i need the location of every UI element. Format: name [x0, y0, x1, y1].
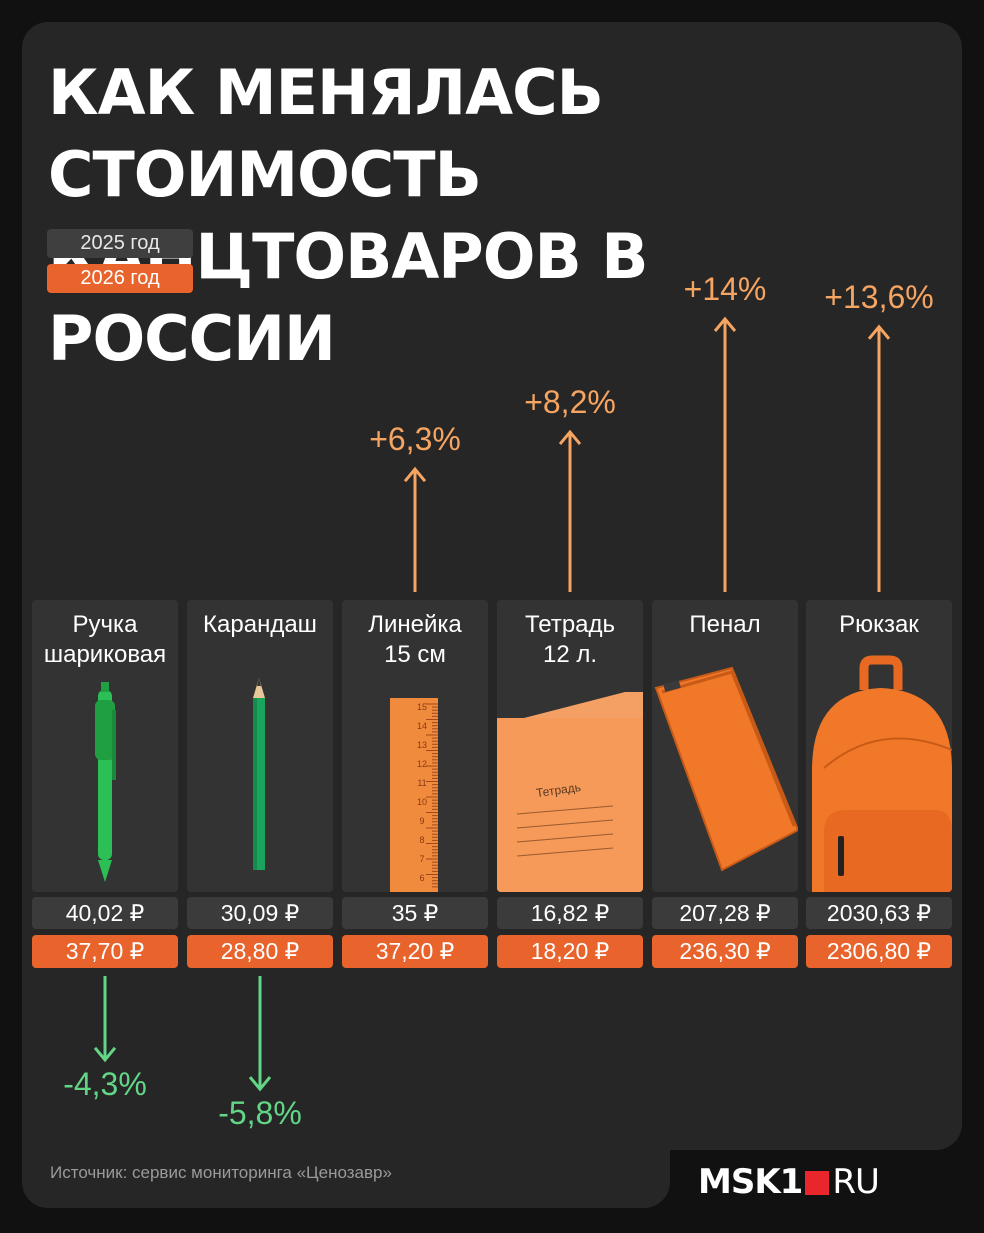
category-label: Тетрадь 12 л. — [524, 611, 616, 668]
price-2025: 2030,63 ₽ — [806, 897, 952, 929]
item-panel — [32, 600, 178, 892]
arrow-up-icon — [558, 429, 582, 446]
item-panel — [187, 600, 333, 892]
green-pen-icon — [95, 682, 116, 882]
ruler-mark: 13 — [417, 740, 427, 750]
item-panel: Тетрадь — [497, 600, 643, 892]
price-2025: 40,02 ₽ — [32, 897, 178, 929]
ruler-mark: 7 — [419, 854, 424, 864]
orange-backpack-icon — [812, 655, 952, 892]
infographic-card — [22, 22, 962, 1150]
category-label: Линейка 15 см — [368, 611, 462, 668]
price-2026: 18,20 ₽ — [497, 935, 643, 968]
item-panel — [652, 600, 798, 892]
change-label: +14% — [683, 271, 767, 307]
price-2026: 28,80 ₽ — [187, 935, 333, 968]
price-2026: 37,70 ₽ — [32, 935, 178, 968]
logo-ru-text: RU — [832, 1162, 880, 1202]
arrow-down-icon — [93, 1046, 117, 1063]
ruler-mark: 12 — [417, 759, 427, 769]
category-label: Карандаш — [203, 611, 317, 638]
category-label: Пенал — [689, 611, 761, 638]
legend-2026: 2026 год — [47, 264, 193, 293]
change-label: +6,3% — [369, 421, 461, 458]
price-2025: 16,82 ₽ — [497, 897, 643, 929]
ruler-mark: 6 — [419, 873, 424, 883]
change-label: +13,6% — [824, 278, 934, 315]
arrow-up-icon — [867, 324, 891, 340]
category-label: Ручка шариковая — [43, 611, 167, 668]
logo-square-icon — [805, 1171, 830, 1195]
category-label: Рюкзак — [839, 611, 919, 638]
change-label: -4,3% — [63, 1065, 147, 1102]
change-label: -5,8% — [218, 1095, 302, 1132]
ruler-mark: 10 — [417, 797, 427, 807]
price-2026: 2306,80 ₽ — [806, 935, 952, 968]
price-2025: 30,09 ₽ — [187, 897, 333, 929]
ruler-mark: 14 — [417, 721, 427, 731]
source-note: Источник: сервис мониторинга «Ценозавр» — [50, 1163, 392, 1182]
item-panel: 15 14 13 12 11 10 9 8 7 6 — [342, 600, 488, 892]
notebook-cover-text: Тетрадь — [535, 780, 582, 800]
footer-panel — [22, 1128, 670, 1208]
logo-text: MSK1 — [698, 1162, 803, 1202]
title-line-1: КАК МЕНЯЛАСЬ СТОИМОСТЬ — [48, 56, 604, 211]
arrow-up-icon — [403, 466, 427, 483]
price-2025: 35 ₽ — [342, 897, 488, 929]
price-2025: 207,28 ₽ — [652, 897, 798, 929]
arrow-down-icon — [248, 1076, 272, 1092]
green-pencil-icon — [253, 678, 265, 870]
orange-ruler-icon: 15 14 13 12 11 10 9 8 7 6 — [390, 698, 438, 892]
price-2026: 37,20 ₽ — [342, 935, 488, 968]
item-panel — [806, 600, 952, 892]
ruler-mark: 11 — [417, 778, 426, 788]
orange-notebook-icon: Тетрадь — [497, 692, 643, 892]
msk1-logo: MSK1 RU — [698, 1162, 880, 1202]
ruler-mark: 15 — [417, 702, 427, 712]
ruler-mark: 8 — [419, 835, 424, 845]
ruler-mark: 9 — [419, 816, 424, 826]
orange-pencil-case-icon — [654, 666, 798, 872]
legend-2025: 2025 год — [47, 229, 193, 258]
arrow-up-icon — [713, 316, 737, 332]
price-2026: 236,30 ₽ — [652, 935, 798, 968]
change-label: +8,2% — [524, 384, 616, 421]
